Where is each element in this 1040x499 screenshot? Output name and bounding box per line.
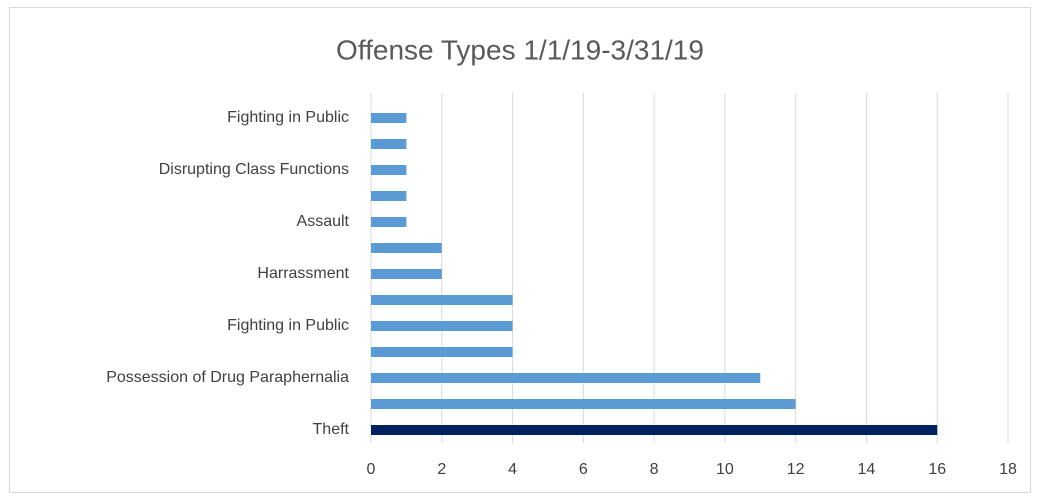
y-tick-label: Disrupting Class Functions <box>159 161 349 178</box>
x-tick-label: 8 <box>650 461 659 478</box>
bar <box>371 165 407 175</box>
bar <box>371 373 761 383</box>
y-tick-label: Harrassment <box>257 265 349 282</box>
y-tick-label: Fighting in Public <box>227 109 349 126</box>
bar <box>371 347 513 357</box>
y-tick-label: Possession of Drug Paraphernalia <box>106 369 349 386</box>
x-tick-label: 14 <box>858 461 876 478</box>
bar <box>371 113 407 123</box>
bar <box>371 321 513 331</box>
y-tick-label: Fighting in Public <box>227 317 349 334</box>
x-tick-label: 10 <box>716 461 734 478</box>
x-tick-label: 16 <box>928 461 946 478</box>
x-tick-label: 18 <box>999 461 1017 478</box>
y-tick-label: Theft <box>313 421 350 438</box>
x-tick-label: 2 <box>437 461 446 478</box>
bar <box>371 191 407 201</box>
bar <box>371 139 407 149</box>
bar <box>371 295 513 305</box>
chart-title: Offense Types 1/1/19-3/31/19 <box>336 34 704 65</box>
x-tick-label: 12 <box>787 461 805 478</box>
bar <box>371 399 796 409</box>
bar <box>371 243 442 253</box>
bar <box>371 217 407 227</box>
y-tick-label: Assault <box>297 213 350 230</box>
chart-border <box>9 7 1031 493</box>
x-tick-label: 0 <box>367 461 376 478</box>
bar <box>371 425 938 435</box>
x-tick-label: 6 <box>579 461 588 478</box>
bar <box>371 269 442 279</box>
x-tick-label: 4 <box>508 461 517 478</box>
